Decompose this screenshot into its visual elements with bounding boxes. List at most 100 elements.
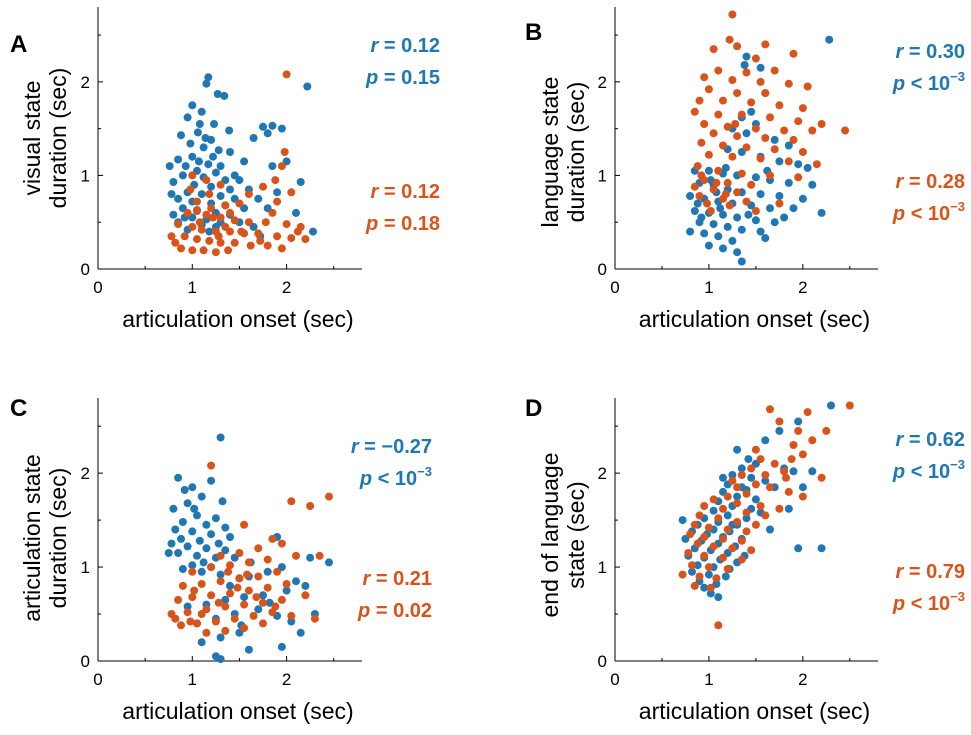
data-point [719,473,727,482]
x-tick-label: 1 [704,278,713,297]
data-point [183,499,192,508]
data-point [183,208,192,217]
data-point [737,257,746,266]
data-point [282,220,291,229]
data-point [714,66,723,75]
data-point [180,486,189,494]
data-point [770,135,779,144]
data-point [744,210,753,219]
data-point [747,98,756,107]
data-point [709,542,718,551]
data-point [178,171,187,180]
data-point [183,608,192,617]
stat-annotation: r = 0.79 p < 10−3 [892,561,965,615]
data-point [780,213,789,222]
data-point [240,520,249,529]
data-point [177,244,185,253]
data-point [273,567,282,576]
data-point [190,586,199,595]
data-point [186,139,195,148]
data-point [808,126,817,135]
data-point [747,546,756,555]
data-point [751,207,760,215]
x-tick-label: 2 [282,278,291,297]
r-value: = 0.21 [376,568,432,590]
data-point [709,45,718,54]
data-point [709,506,718,515]
data-point [204,160,213,169]
data-point [714,232,723,241]
data-point [240,593,249,602]
x-tick-label: 0 [93,278,102,297]
r-value-text: r = 0.28 [895,171,965,193]
data-point [325,492,333,501]
data-point [177,621,185,630]
data-point [195,218,204,227]
data-point [794,544,803,553]
data-point [169,210,178,219]
data-point [169,178,178,186]
data-point [171,238,180,247]
data-point [207,530,216,539]
data-point [784,178,793,187]
data-point [731,120,740,128]
data-point [690,107,699,116]
data-point [798,148,807,156]
data-point [207,476,216,485]
p-value-text: p < 10−3 [892,199,965,225]
data-point [761,40,770,49]
data-point [171,525,180,534]
data-point [193,511,201,520]
p-value-text: p = 0.15 [365,67,440,89]
data-point [254,194,263,203]
data-point [252,593,261,602]
data-point [704,150,713,159]
data-point [756,502,765,510]
data-point [798,483,807,492]
data-point [230,216,239,225]
data-point [183,113,192,122]
panel-label: C [10,395,27,422]
data-point [794,160,803,169]
data-point [268,162,277,171]
data-point [737,225,746,234]
data-point [747,464,756,473]
data-point [207,135,216,144]
data-point [789,49,798,58]
data-point [794,117,803,126]
data-point [259,598,267,607]
data-point [751,173,760,182]
data-point [282,70,291,79]
data-point [697,213,706,222]
p-symbol: p [365,67,384,89]
data-point [193,619,201,628]
data-point [794,173,803,182]
data-point [740,61,749,69]
data-point [825,35,834,44]
data-point [733,483,742,492]
stat-annotation: r = 0.21p = 0.02 [357,568,432,622]
data-point [207,204,216,213]
data-point [277,244,286,253]
data-point [737,110,746,119]
data-point [723,525,732,534]
panel-label: D [525,395,542,422]
data-point [721,163,730,172]
y-tick-label: 0 [598,652,607,671]
x-axis-label: articulation onset (sec) [122,698,353,724]
data-point [756,77,765,86]
data-point [287,617,296,626]
data-point [188,593,197,602]
data-point [782,473,790,482]
data-point [199,143,208,152]
data-point [244,558,253,567]
data-point [723,178,732,187]
data-point [733,213,742,222]
data-point [728,236,737,245]
data-point [263,129,272,138]
data-point [775,192,784,200]
series-orange [678,401,854,630]
data-point [742,129,751,138]
y-axis-label-line: state (sec) [563,481,589,588]
